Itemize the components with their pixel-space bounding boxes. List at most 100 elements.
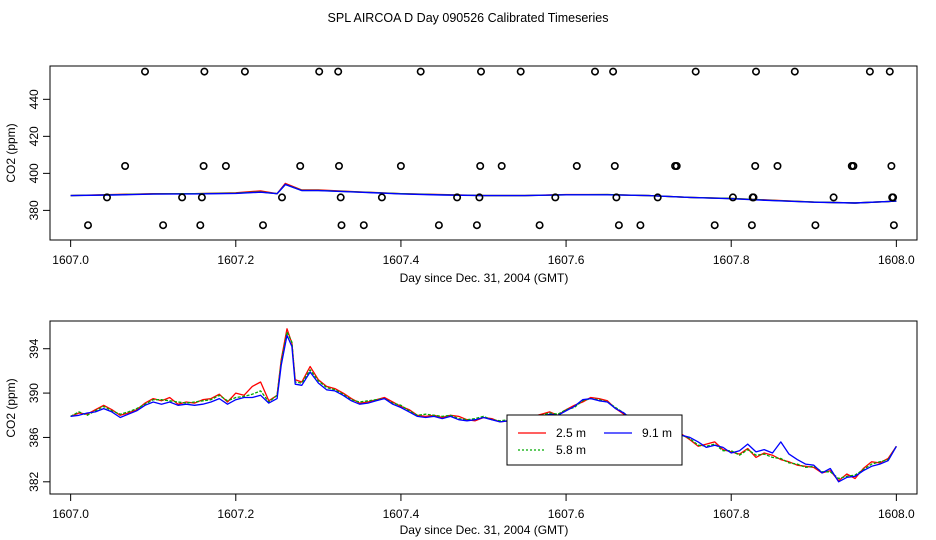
y-tick-label: 382 <box>27 471 41 491</box>
scatter-point-bottom <box>159 221 168 230</box>
scatter-point-bottom <box>811 221 820 230</box>
x-tick-label: 1608.0 <box>878 507 915 521</box>
scatter-point-bottom <box>614 221 623 230</box>
scatter-point-upper <box>691 67 700 76</box>
scatter-point-middle <box>396 162 405 171</box>
scatter-point-upper <box>476 67 485 76</box>
y-tick-label: 394 <box>27 338 41 358</box>
x-tick-label: 1607.2 <box>217 507 254 521</box>
scatter-point-middle <box>610 162 619 171</box>
scatter-point-upper <box>609 67 618 76</box>
y-tick-label: 420 <box>27 126 41 146</box>
scatter-point-upper <box>590 67 599 76</box>
x-tick-label: 1607.0 <box>52 507 89 521</box>
legend-label-2-5m: 2.5 m <box>556 426 586 440</box>
scatter-point-bottom <box>258 221 267 230</box>
y-tick-label: 440 <box>27 89 41 109</box>
top-axes: 1607.0 1607.2 1607.4 1607.6 1607.8 1608.0 380 4… <box>27 89 915 267</box>
scatter-point-lower <box>749 193 758 202</box>
scatter-point-upper <box>240 67 249 76</box>
series-line-9-1-m <box>70 334 897 483</box>
scatter-point-middle <box>887 162 896 171</box>
scatter-point-upper <box>416 67 425 76</box>
x-tick-label: 1607.6 <box>548 253 585 267</box>
scatter-point-lower <box>453 193 462 202</box>
x-tick-label: 1607.0 <box>52 253 89 267</box>
scatter-point-upper <box>334 67 343 76</box>
scatter-point-bottom <box>359 221 368 230</box>
scatter-point-lower <box>277 193 286 202</box>
y-tick-label: 390 <box>27 383 41 403</box>
y-tick-label: 400 <box>27 163 41 183</box>
x-tick-label: 1607.4 <box>383 253 420 267</box>
scatter-point-lower <box>612 193 621 202</box>
x-tick-label: 1608.0 <box>878 253 915 267</box>
bottom-plot-frame <box>49 320 918 495</box>
scatter-point-upper <box>516 67 525 76</box>
bottom-y-axis-label: CO2 (ppm) <box>4 378 18 437</box>
x-tick-label: 1607.2 <box>217 253 254 267</box>
scatter-point-lower <box>377 193 386 202</box>
scatter-point-upper <box>790 67 799 76</box>
scatter-point-lower <box>829 193 838 202</box>
bottom-axes: 1607.0 1607.2 1607.4 1607.6 1607.8 1608.0 382 3… <box>27 338 915 521</box>
figure-title: SPL AIRCOA D Day 090526 Calibrated Times… <box>328 11 609 25</box>
scatter-point-middle <box>296 162 305 171</box>
x-tick-label: 1607.8 <box>713 253 750 267</box>
x-tick-label: 1607.6 <box>548 507 585 521</box>
scatter-point-upper <box>885 67 894 76</box>
legend-box <box>506 414 683 466</box>
legend-label-5-8m: 5.8 m <box>556 443 586 457</box>
scatter-point-bottom <box>889 221 898 230</box>
scatter-point-middle <box>849 162 858 171</box>
bottom-series-lines <box>70 328 897 483</box>
scatter-point-upper <box>141 67 150 76</box>
scatter-point-lower <box>103 193 112 202</box>
scatter-point-upper <box>315 67 324 76</box>
top-series-line-9-1-m <box>70 183 897 204</box>
scatter-point-middle <box>199 162 208 171</box>
scatter-point-middle <box>751 162 760 171</box>
scatter-point-bottom <box>196 221 205 230</box>
bottom-panel: 1607.0 1607.2 1607.4 1607.6 1607.8 1608.0 382 3… <box>4 320 918 537</box>
scatter-point-upper <box>865 67 874 76</box>
top-x-axis-label: Day since Dec. 31, 2004 (GMT) <box>400 271 569 285</box>
scatter-point-bottom <box>472 221 481 230</box>
scatter-point-middle <box>476 162 485 171</box>
top-panel: 1607.0 1607.2 1607.4 1607.6 1607.8 1608.0 380 4… <box>4 65 918 285</box>
scatter-point-lower <box>178 193 187 202</box>
y-tick-label: 380 <box>27 200 41 220</box>
y-tick-label: 386 <box>27 427 41 447</box>
scatter-point-lower <box>653 193 662 202</box>
scatter-point-middle <box>773 162 782 171</box>
scatter-point-lower <box>197 193 206 202</box>
scatter-point-bottom <box>84 221 93 230</box>
scatter-point-middle <box>572 162 581 171</box>
top-series-lines <box>70 182 897 204</box>
scatter-point-lower <box>336 193 345 202</box>
top-plot-frame <box>49 65 918 241</box>
top-y-axis-label: CO2 (ppm) <box>4 123 18 182</box>
scatter-point-bottom <box>747 221 756 230</box>
series-line-5-8-m <box>70 331 897 480</box>
scatter-point-lower <box>728 193 737 202</box>
scatter-point-middle <box>121 162 130 171</box>
legend: 2.5 m 5.8 m 9.1 m <box>506 414 683 466</box>
top-scatter-points <box>84 67 898 230</box>
scatter-point-middle <box>497 162 506 171</box>
bottom-x-axis-label: Day since Dec. 31, 2004 (GMT) <box>400 523 569 537</box>
scatter-point-bottom <box>636 221 645 230</box>
x-tick-label: 1607.4 <box>383 507 420 521</box>
x-tick-label: 1607.8 <box>713 507 750 521</box>
scatter-point-middle <box>672 162 681 171</box>
scatter-point-middle <box>334 162 343 171</box>
scatter-point-upper <box>200 67 209 76</box>
scatter-point-upper <box>751 67 760 76</box>
scatter-point-middle <box>221 162 230 171</box>
scatter-point-bottom <box>434 221 443 230</box>
legend-label-9-1m: 9.1 m <box>642 426 672 440</box>
scatter-point-lower <box>475 193 484 202</box>
scatter-point-bottom <box>535 221 544 230</box>
scatter-point-lower <box>889 193 898 202</box>
